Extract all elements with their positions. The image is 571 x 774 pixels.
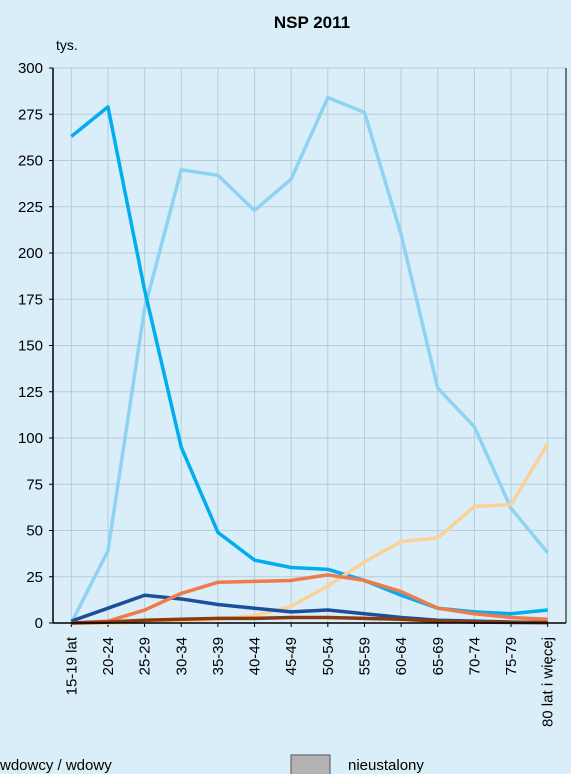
series-line xyxy=(71,615,548,625)
x-tick-label: 70-74 xyxy=(466,637,483,675)
y-tick-label: 275 xyxy=(18,106,43,123)
x-tick-label: 25-29 xyxy=(137,637,154,675)
x-tick-label: 20-24 xyxy=(100,637,117,675)
y-tick-label: 100 xyxy=(18,430,43,447)
x-tick-label: 65-69 xyxy=(430,637,447,675)
x-tick-label: 80 lat i więcej xyxy=(540,637,557,727)
y-tick-label: 250 xyxy=(18,153,43,170)
chart-title: NSP 2011 xyxy=(274,13,350,32)
y-tick-label: 75 xyxy=(26,476,43,493)
x-tick-label: 60-64 xyxy=(393,637,410,675)
y-tick-label: 200 xyxy=(18,245,43,262)
x-tick-label: 15-19 lat xyxy=(63,636,80,695)
y-tick-label: 25 xyxy=(26,569,43,586)
series-line xyxy=(69,95,550,624)
x-tick-label: 40-44 xyxy=(247,637,264,675)
x-tick-label: 35-39 xyxy=(210,637,227,675)
legend-label: nieustalony xyxy=(348,757,424,774)
x-tick-label: 45-49 xyxy=(283,637,300,675)
y-tick-label: 175 xyxy=(18,291,43,308)
y-tick-label: 150 xyxy=(18,338,43,355)
legend-swatch xyxy=(290,754,331,774)
y-tick-label: 0 xyxy=(35,615,43,632)
x-tick-label: 75-79 xyxy=(503,637,520,675)
series-line xyxy=(71,573,548,625)
y-tick-label: 125 xyxy=(18,384,43,401)
y-tick-label: 300 xyxy=(18,60,43,77)
series-line xyxy=(71,442,550,625)
x-tick-label: 55-59 xyxy=(356,637,373,675)
legend-label: wdowcy / wdowy xyxy=(0,757,112,774)
x-tick-label: 50-54 xyxy=(320,637,337,675)
x-tick-label: 30-34 xyxy=(173,637,190,675)
y-tick-label: 50 xyxy=(26,523,43,540)
y-unit: tys. xyxy=(56,37,78,53)
y-tick-label: 225 xyxy=(18,199,43,216)
series-line xyxy=(70,105,548,616)
